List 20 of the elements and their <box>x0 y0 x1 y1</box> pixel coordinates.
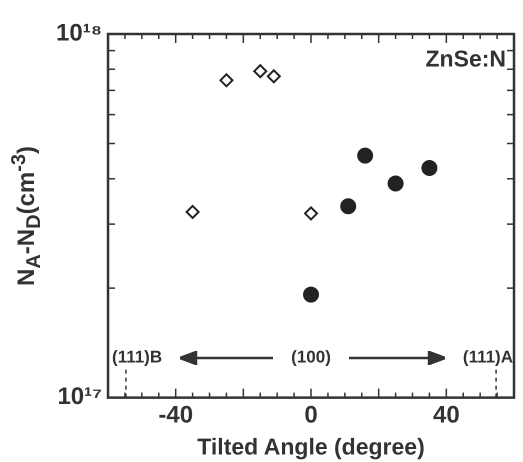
y-tick-label: 10¹⁸ <box>56 20 102 47</box>
ref-line-label: (111)B <box>112 347 162 366</box>
ref-line-label: (111)A <box>462 347 513 366</box>
x-tick-label: -40 <box>158 402 194 429</box>
x-axis-title: Tilted Angle (degree) <box>197 434 425 460</box>
x-tick-label: 40 <box>432 402 460 429</box>
annotation: (100) <box>291 347 331 366</box>
point <box>186 204 200 219</box>
point <box>266 69 281 84</box>
y-tick-label: 10¹⁷ <box>57 383 102 410</box>
point <box>357 148 374 164</box>
annotation: ZnSe:N <box>426 45 506 72</box>
point <box>304 206 318 220</box>
point <box>388 176 404 192</box>
point <box>219 73 234 88</box>
point <box>340 198 356 214</box>
point <box>253 64 268 78</box>
x-tick-label: 0 <box>304 402 318 429</box>
point <box>303 286 320 303</box>
point <box>421 160 438 176</box>
